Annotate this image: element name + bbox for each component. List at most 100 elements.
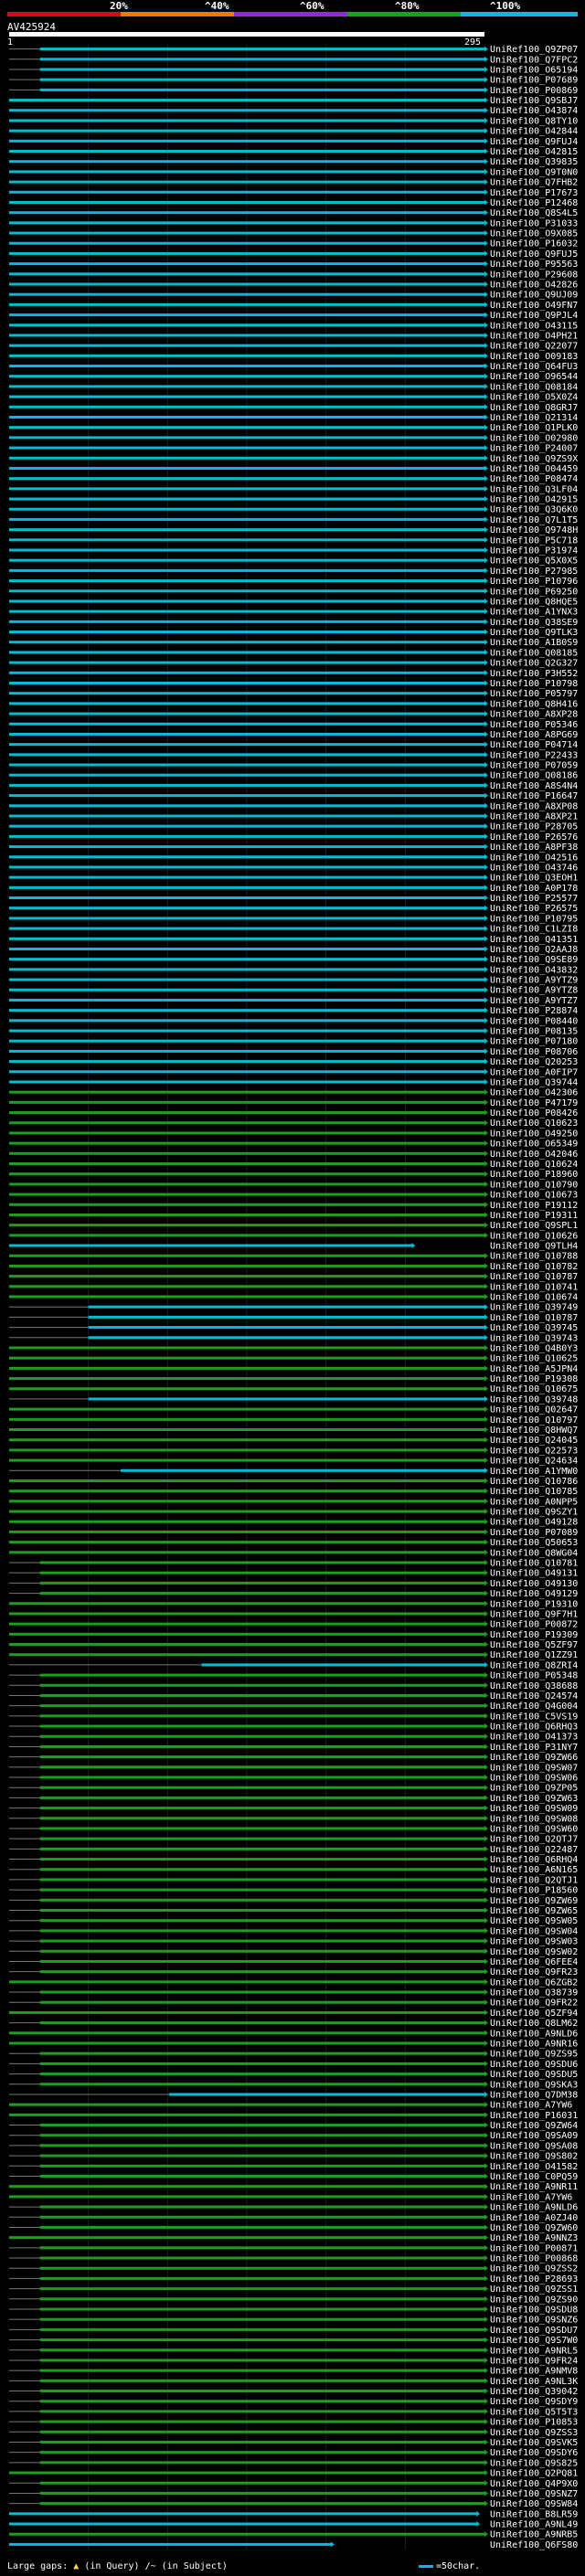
hit-label[interactable]: UniRef100_Q9SDY6 [490, 2448, 578, 2458]
hit-bar[interactable] [9, 1438, 484, 1442]
hit-label[interactable]: UniRef100_Q10787 [490, 1313, 578, 1323]
hit-bar[interactable] [39, 1724, 485, 1728]
hit-label[interactable]: UniRef100_C5VS19 [490, 1712, 578, 1722]
hit-label[interactable]: UniRef100_P10796 [490, 577, 578, 587]
hit-label[interactable]: UniRef100_P08426 [490, 1108, 578, 1118]
hit-label[interactable]: UniRef100_Q10797 [490, 1415, 578, 1426]
hit-bar[interactable] [39, 2276, 485, 2280]
hit-label[interactable]: UniRef100_A9YTZ7 [490, 996, 578, 1006]
hit-label[interactable]: UniRef100_P26575 [490, 904, 578, 914]
hit-label[interactable]: UniRef100_Q8H416 [490, 699, 578, 709]
hit-label[interactable]: UniRef100_A6N165 [490, 1865, 578, 1875]
hit-bar[interactable] [9, 1039, 484, 1043]
hit-bar[interactable] [39, 1817, 485, 1820]
hit-bar[interactable] [9, 1407, 484, 1411]
hit-label[interactable]: UniRef100_P07089 [490, 1528, 578, 1538]
hit-label[interactable]: UniRef100_Q9SPL1 [490, 1221, 578, 1231]
hit-label[interactable]: UniRef100_Q8WG04 [490, 1548, 578, 1558]
hit-bar[interactable] [39, 1888, 485, 1892]
hit-label[interactable]: UniRef100_Q9SW60 [490, 1824, 578, 1834]
hit-bar[interactable] [39, 2215, 485, 2219]
hit-label[interactable]: UniRef100_O49131 [490, 1569, 578, 1579]
hit-label[interactable]: UniRef100_Q39745 [490, 1323, 578, 1333]
hit-label[interactable]: UniRef100_A7YW6 [490, 2192, 572, 2202]
hit-bar[interactable] [9, 1193, 484, 1196]
hit-label[interactable]: UniRef100_P00869 [490, 86, 578, 96]
hit-label[interactable]: UniRef100_A5JPN4 [490, 1364, 578, 1374]
hit-bar[interactable] [9, 1234, 484, 1237]
hit-label[interactable]: UniRef100_Q9SW03 [490, 1937, 578, 1947]
hit-bar[interactable] [39, 2410, 485, 2413]
hit-label[interactable]: UniRef100_P29608 [490, 270, 578, 280]
hit-label[interactable]: UniRef100_O42826 [490, 281, 578, 291]
hit-bar[interactable] [9, 251, 484, 255]
hit-bar[interactable] [9, 119, 484, 122]
hit-label[interactable]: UniRef100_Q6ZGB2 [490, 1977, 578, 1988]
hit-bar[interactable] [9, 1387, 484, 1391]
hit-bar[interactable] [9, 487, 484, 491]
hit-bar[interactable] [9, 2041, 484, 2045]
hit-bar[interactable] [39, 2440, 485, 2443]
hit-label[interactable]: UniRef100_Q10674 [490, 1293, 578, 1303]
hit-bar[interactable] [9, 824, 484, 828]
hit-bar[interactable] [9, 620, 484, 623]
hit-label[interactable]: UniRef100_A8XP08 [490, 801, 578, 811]
hit-bar[interactable] [39, 2400, 485, 2403]
hit-bar[interactable] [9, 947, 484, 950]
hit-label[interactable]: UniRef100_C0PQ59 [490, 2172, 578, 2182]
hit-label[interactable]: UniRef100_Q9SZY1 [490, 1508, 578, 1518]
hit-bar[interactable] [9, 1275, 484, 1278]
hit-bar[interactable] [9, 1551, 484, 1554]
hit-bar[interactable] [39, 1939, 485, 1943]
hit-label[interactable]: UniRef100_Q8GRJ7 [490, 403, 578, 413]
hit-label[interactable]: UniRef100_Q9SW09 [490, 1804, 578, 1814]
hit-bar[interactable] [9, 1029, 484, 1033]
hit-label[interactable]: UniRef100_Q10782 [490, 1262, 578, 1272]
hit-label[interactable]: UniRef100_A1B0S9 [490, 638, 578, 648]
hit-bar[interactable] [9, 241, 484, 245]
hit-bar[interactable] [39, 2144, 485, 2147]
hit-label[interactable]: UniRef100_O9X085 [490, 229, 578, 239]
hit-label[interactable]: UniRef100_Q10624 [490, 1160, 578, 1170]
hit-bar[interactable] [9, 1285, 484, 1288]
hit-bar[interactable] [9, 99, 484, 102]
hit-label[interactable]: UniRef100_Q8S4L5 [490, 208, 578, 218]
hit-label[interactable]: UniRef100_O43874 [490, 106, 578, 116]
hit-bar[interactable] [9, 814, 484, 818]
hit-bar[interactable] [9, 313, 484, 317]
hit-label[interactable]: UniRef100_O41373 [490, 1733, 578, 1743]
hit-label[interactable]: UniRef100_P19310 [490, 1599, 578, 1609]
hit-label[interactable]: UniRef100_Q10675 [490, 1384, 578, 1394]
hit-bar[interactable] [39, 1959, 485, 1963]
hit-bar[interactable] [39, 2461, 485, 2465]
hit-label[interactable]: UniRef100_Q5ZF94 [490, 2009, 578, 2019]
hit-bar[interactable] [9, 2236, 484, 2240]
hit-bar[interactable] [9, 528, 484, 532]
hit-bar[interactable] [9, 1448, 484, 1452]
hit-label[interactable]: UniRef100_Q9ZW63 [490, 1794, 578, 1804]
hit-bar[interactable] [9, 917, 484, 920]
hit-bar[interactable] [9, 1121, 484, 1125]
hit-label[interactable]: UniRef100_Q10785 [490, 1487, 578, 1497]
hit-label[interactable]: UniRef100_A0P178 [490, 884, 578, 894]
hit-label[interactable]: UniRef100_Q10790 [490, 1180, 578, 1190]
hit-bar[interactable] [39, 1949, 485, 1953]
hit-label[interactable]: UniRef100_Q8ZRI4 [490, 1660, 578, 1670]
hit-bar[interactable] [39, 1714, 485, 1718]
hit-bar[interactable] [9, 794, 484, 798]
hit-label[interactable]: UniRef100_P05346 [490, 720, 578, 730]
hit-bar[interactable] [9, 1213, 484, 1216]
hit-label[interactable]: UniRef100_Q2AAJ8 [490, 945, 578, 955]
hit-bar[interactable] [88, 1305, 485, 1309]
hit-bar[interactable] [39, 1970, 485, 1974]
hit-bar[interactable] [88, 1326, 485, 1330]
hit-bar[interactable] [39, 2359, 485, 2362]
hit-label[interactable]: UniRef100_Q9ZP05 [490, 1784, 578, 1794]
hit-label[interactable]: UniRef100_Q2QTJ1 [490, 1875, 578, 1885]
hit-bar[interactable] [9, 1643, 484, 1647]
hit-bar[interactable] [9, 1151, 484, 1155]
hit-bar[interactable] [9, 517, 484, 521]
hit-label[interactable]: UniRef100_A9NR16 [490, 2040, 578, 2050]
hit-bar[interactable] [9, 446, 484, 450]
hit-label[interactable]: UniRef100_O41582 [490, 2162, 578, 2172]
